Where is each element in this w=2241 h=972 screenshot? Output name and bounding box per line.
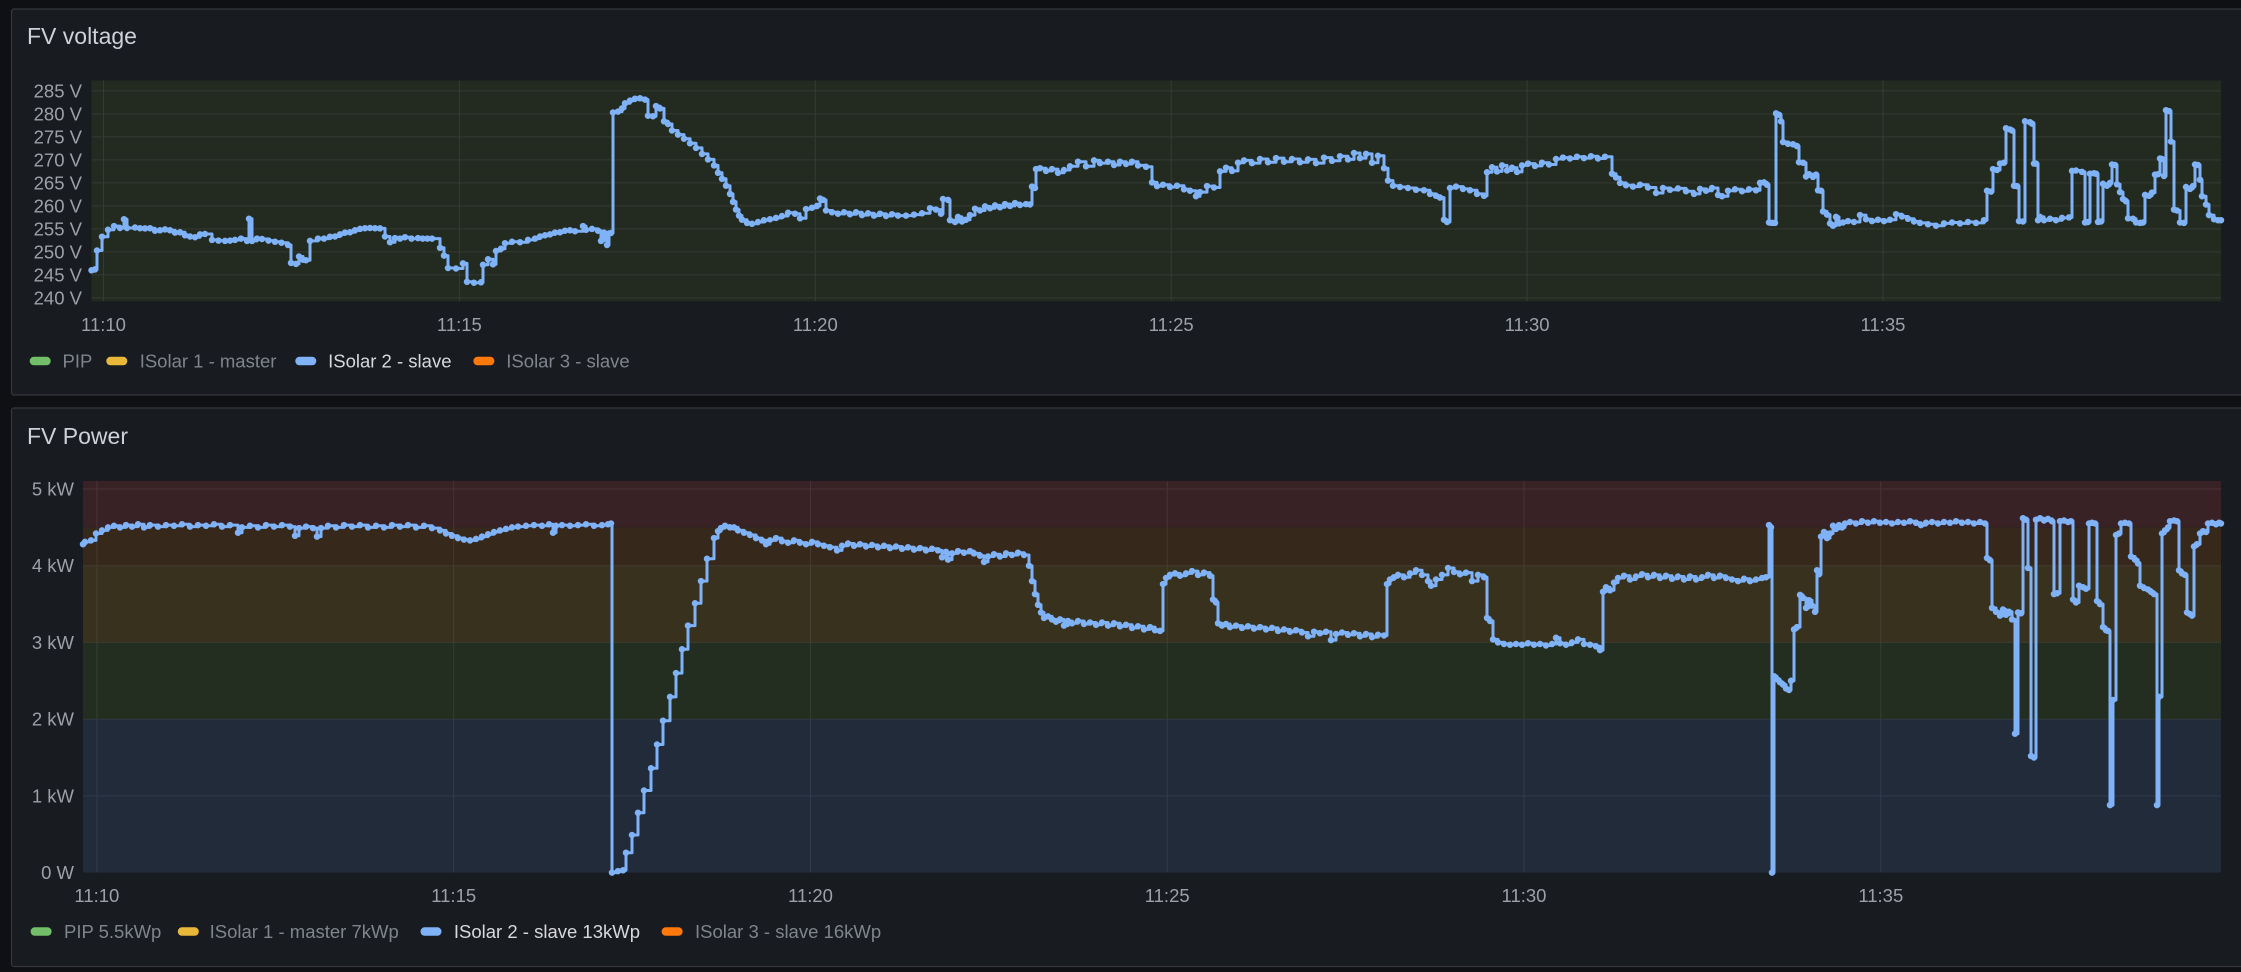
svg-text:11:20: 11:20 (788, 885, 833, 906)
svg-text:260 V: 260 V (34, 195, 83, 216)
svg-text:11:10: 11:10 (81, 314, 126, 335)
svg-text:ISolar 2 - slave 13kWp: ISolar 2 - slave 13kWp (454, 921, 640, 942)
svg-text:3 kW: 3 kW (32, 632, 75, 653)
svg-text:FV Power: FV Power (27, 423, 128, 449)
svg-text:ISolar 3 - slave 16kWp: ISolar 3 - slave 16kWp (695, 921, 881, 942)
svg-text:11:35: 11:35 (1861, 314, 1906, 335)
svg-text:ISolar 1 - master: ISolar 1 - master (140, 351, 277, 372)
svg-text:FV voltage: FV voltage (27, 23, 137, 49)
svg-text:PIP: PIP (63, 351, 93, 372)
svg-text:285 V: 285 V (34, 80, 83, 101)
svg-text:11:35: 11:35 (1858, 885, 1903, 906)
svg-text:11:15: 11:15 (437, 314, 482, 335)
svg-text:11:20: 11:20 (793, 314, 838, 335)
svg-text:245 V: 245 V (34, 264, 83, 285)
svg-text:240 V: 240 V (34, 287, 83, 308)
svg-text:PIP 5.5kWp: PIP 5.5kWp (64, 921, 161, 942)
svg-text:11:30: 11:30 (1505, 314, 1550, 335)
svg-text:250 V: 250 V (34, 241, 83, 262)
svg-text:11:25: 11:25 (1149, 314, 1194, 335)
svg-text:270 V: 270 V (34, 149, 83, 170)
svg-text:11:15: 11:15 (431, 885, 476, 906)
svg-text:ISolar 1 - master 7kWp: ISolar 1 - master 7kWp (210, 921, 399, 942)
svg-text:4 kW: 4 kW (32, 555, 75, 576)
svg-text:11:30: 11:30 (1502, 885, 1547, 906)
svg-text:ISolar 2 - slave: ISolar 2 - slave (328, 351, 451, 372)
svg-text:1 kW: 1 kW (32, 785, 75, 806)
svg-text:265 V: 265 V (34, 172, 83, 193)
svg-text:0 W: 0 W (41, 862, 74, 883)
svg-text:280 V: 280 V (34, 103, 83, 124)
svg-text:ISolar 3 - slave: ISolar 3 - slave (506, 351, 629, 372)
svg-text:11:10: 11:10 (74, 885, 119, 906)
svg-text:255 V: 255 V (34, 218, 83, 239)
svg-text:11:25: 11:25 (1145, 885, 1190, 906)
svg-text:5 kW: 5 kW (32, 479, 75, 500)
svg-text:275 V: 275 V (34, 126, 83, 147)
svg-text:2 kW: 2 kW (32, 709, 75, 730)
